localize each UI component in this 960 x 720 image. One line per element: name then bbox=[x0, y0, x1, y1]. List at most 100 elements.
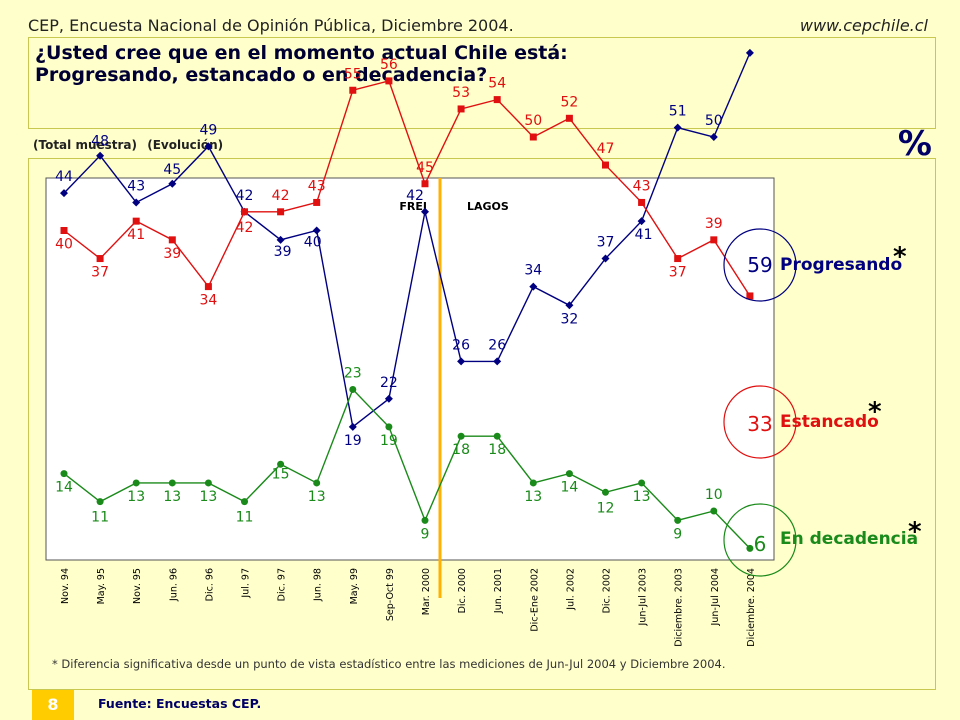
x-tick-label: Dic. 96 bbox=[204, 568, 215, 601]
point-progresando bbox=[457, 357, 466, 366]
data-label-estancado: 43 bbox=[308, 178, 326, 194]
data-label-progresando: 37 bbox=[597, 235, 615, 251]
legend-name-decadencia: En decadencia bbox=[780, 529, 918, 549]
footnote: * Diferencia significativa desde un punt… bbox=[52, 657, 726, 671]
subtitle: (Total muestra) (Evolución) bbox=[33, 138, 229, 152]
point-decadencia bbox=[204, 479, 212, 487]
point-estancado bbox=[277, 208, 285, 216]
point-progresando bbox=[709, 133, 718, 141]
data-label-decadencia: 19 bbox=[380, 433, 398, 449]
data-label-progresando: 39 bbox=[274, 244, 292, 260]
data-label-estancado: 42 bbox=[272, 188, 290, 204]
x-tick-label: Nov. 94 bbox=[60, 568, 71, 604]
point-decadencia bbox=[385, 423, 393, 431]
end-circle-decadencia bbox=[723, 503, 797, 577]
data-label-progresando: 45 bbox=[163, 162, 181, 178]
point-estancado bbox=[204, 283, 212, 291]
data-label-estancado: 42 bbox=[236, 220, 254, 236]
data-label-progresando: 43 bbox=[127, 178, 145, 194]
data-label-decadencia: 12 bbox=[597, 500, 615, 516]
point-estancado bbox=[674, 255, 682, 263]
point-estancado bbox=[385, 77, 393, 85]
data-label-progresando: 42 bbox=[236, 188, 254, 204]
series-line-estancado bbox=[63, 80, 751, 297]
subtitle-sample: (Total muestra) bbox=[33, 138, 138, 152]
x-tick-label: May. 95 bbox=[96, 568, 107, 604]
point-progresando bbox=[673, 123, 682, 132]
point-decadencia bbox=[565, 470, 573, 478]
point-decadencia bbox=[602, 488, 609, 496]
end-circle-estancado bbox=[723, 385, 797, 459]
point-estancado bbox=[313, 198, 321, 206]
data-label-progresando: 50 bbox=[705, 113, 723, 129]
header-website[interactable]: www.cepchile.cl bbox=[799, 16, 928, 35]
x-tick-label: Jun. 98 bbox=[313, 568, 324, 602]
point-decadencia bbox=[60, 470, 68, 478]
data-label-estancado: 47 bbox=[597, 141, 615, 157]
period-label-lagos: LAGOS bbox=[467, 200, 509, 213]
point-estancado bbox=[421, 180, 429, 188]
point-progresando bbox=[132, 198, 141, 207]
point-decadencia bbox=[421, 516, 429, 524]
x-tick-label: Jul. 97 bbox=[241, 568, 252, 599]
data-label-estancado: 37 bbox=[91, 265, 109, 281]
point-estancado bbox=[710, 236, 718, 244]
end-value-progresando: 59 bbox=[747, 253, 772, 277]
point-progresando bbox=[312, 226, 321, 235]
chart-box bbox=[28, 158, 936, 690]
x-tick-label: Sep-Oct 99 bbox=[385, 568, 396, 621]
title-box: ¿Usted cree que en el momento actual Chi… bbox=[28, 37, 936, 129]
data-label-estancado: 53 bbox=[452, 85, 470, 101]
data-label-progresando: 26 bbox=[488, 337, 506, 353]
data-label-decadencia: 18 bbox=[488, 442, 506, 458]
data-label-decadencia: 11 bbox=[91, 510, 109, 526]
data-label-progresando: 34 bbox=[524, 263, 542, 279]
page-number: 8 bbox=[32, 690, 74, 720]
plot-area bbox=[45, 177, 775, 561]
data-label-progresando: 32 bbox=[560, 311, 578, 327]
data-label-decadencia: 23 bbox=[344, 365, 362, 381]
data-label-decadencia: 13 bbox=[524, 489, 542, 505]
point-estancado bbox=[96, 255, 104, 263]
data-label-decadencia: 15 bbox=[272, 466, 290, 482]
point-progresando bbox=[96, 151, 105, 160]
source-note: Fuente: Encuestas CEP. bbox=[98, 696, 262, 711]
point-progresando bbox=[601, 254, 610, 263]
point-progresando bbox=[384, 394, 393, 403]
point-decadencia bbox=[638, 479, 646, 487]
period-label-frei: FREI bbox=[399, 200, 427, 213]
point-decadencia bbox=[349, 385, 357, 393]
significance-marker-estancado: * bbox=[868, 397, 882, 427]
data-label-decadencia: 18 bbox=[452, 442, 470, 458]
series-line-progresando bbox=[63, 52, 751, 429]
data-label-estancado: 55 bbox=[344, 66, 362, 82]
point-estancado bbox=[132, 217, 140, 225]
x-tick-label: May. 99 bbox=[349, 568, 360, 604]
point-progresando bbox=[565, 301, 574, 310]
point-estancado bbox=[602, 161, 609, 169]
point-estancado bbox=[493, 96, 501, 104]
significance-marker-progresando: * bbox=[893, 242, 907, 272]
data-label-progresando: 49 bbox=[199, 122, 217, 138]
x-tick-label: Mar. 2000 bbox=[421, 568, 432, 615]
data-label-decadencia: 13 bbox=[199, 489, 217, 505]
x-tick-label: Dic. 2002 bbox=[602, 568, 613, 613]
x-tick-label: Dic-Ene 2002 bbox=[529, 568, 540, 632]
x-tick-label: Dic. 97 bbox=[277, 568, 288, 601]
point-decadencia bbox=[96, 498, 104, 506]
point-decadencia bbox=[313, 479, 321, 487]
point-estancado bbox=[457, 105, 465, 113]
data-label-estancado: 39 bbox=[163, 246, 181, 262]
point-decadencia bbox=[529, 479, 537, 487]
data-label-progresando: 22 bbox=[380, 375, 398, 391]
data-label-progresando: 42 bbox=[406, 188, 424, 204]
data-label-estancado: 52 bbox=[560, 94, 578, 110]
question-title: ¿Usted cree que en el momento actual Chi… bbox=[35, 42, 568, 86]
data-label-decadencia: 11 bbox=[236, 510, 254, 526]
point-decadencia bbox=[746, 544, 754, 552]
data-label-decadencia: 9 bbox=[421, 526, 430, 542]
end-value-estancado: 33 bbox=[747, 412, 772, 436]
x-tick-label: Jun. 2001 bbox=[493, 568, 504, 614]
x-tick-label: Nov. 95 bbox=[132, 568, 143, 604]
data-label-estancado: 50 bbox=[524, 113, 542, 129]
